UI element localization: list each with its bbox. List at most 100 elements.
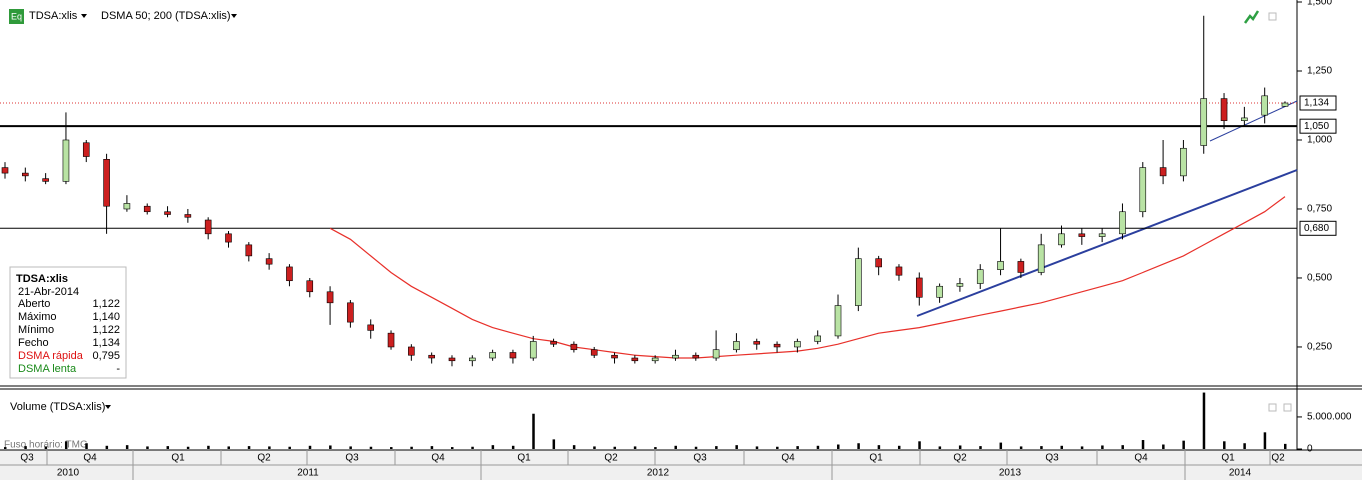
info-label: Mínimo — [18, 324, 54, 336]
volume-bar — [247, 446, 251, 449]
candle-body — [326, 291, 334, 304]
candle-body — [692, 354, 700, 359]
volume-bar — [654, 447, 657, 449]
candle-body — [1037, 244, 1045, 273]
candle-body — [753, 341, 761, 345]
candle-body — [428, 354, 435, 359]
candle-body — [1078, 233, 1086, 237]
volume-bar — [1223, 441, 1226, 449]
y-tick-label: 1,000 — [1307, 135, 1332, 146]
window-icon[interactable] — [1268, 12, 1277, 21]
year-label: 2012 — [647, 468, 670, 479]
year-label: 2014 — [1229, 468, 1252, 479]
volume-bar — [491, 445, 495, 449]
candle-body — [976, 269, 984, 284]
candle-body — [1098, 233, 1106, 237]
dropdown-arrow[interactable] — [105, 405, 111, 409]
candle-body — [611, 354, 618, 359]
volume-title[interactable]: Volume (TDSA:xlis) — [10, 401, 105, 413]
volume-bar — [349, 446, 352, 449]
volume-bar — [64, 441, 68, 449]
candle-body — [570, 343, 578, 351]
candle-body — [347, 302, 354, 323]
candle-body — [997, 261, 1004, 270]
candle-body — [529, 341, 537, 359]
candle-body — [956, 283, 964, 287]
info-label: Máximo — [18, 311, 57, 323]
x-tick-label: Q3 — [1045, 453, 1059, 464]
volume-bar — [268, 446, 271, 449]
info-title: TDSA:xlis — [16, 273, 68, 285]
volume-bar — [308, 445, 312, 449]
y-tick-label: 1,250 — [1307, 66, 1332, 77]
volume-bar — [125, 445, 129, 449]
volume-bar — [1182, 440, 1185, 449]
info-value: 1,122 — [92, 324, 120, 336]
candle-body — [1058, 233, 1065, 246]
candle-body — [550, 341, 557, 345]
volume-bar — [572, 445, 576, 449]
symbol-title[interactable]: TDSA:xlis — [29, 10, 78, 22]
candle-body — [814, 335, 821, 342]
window-icon[interactable] — [1283, 403, 1292, 412]
volume-bar — [796, 446, 799, 449]
year-label: 2013 — [999, 468, 1022, 479]
candle-body — [367, 324, 375, 331]
volume-bar — [288, 446, 291, 449]
volume-bar — [837, 444, 840, 449]
candle-body — [1139, 167, 1147, 213]
candle-body — [489, 352, 496, 359]
candle-body — [1200, 98, 1208, 146]
info-value: - — [116, 363, 120, 375]
info-box: TDSA:xlis 21-Abr-2014 Aberto 1,122 Máximo 1… — [9, 266, 127, 379]
volume-bar — [938, 446, 942, 449]
candle-body — [408, 346, 415, 356]
volume-bar — [1080, 446, 1084, 449]
candle-body — [306, 280, 314, 293]
eq-icon[interactable] — [9, 9, 24, 24]
window-icon[interactable] — [1268, 403, 1277, 412]
info-label: Fecho — [18, 337, 49, 349]
volume-bar — [471, 446, 474, 449]
candle-body — [1, 167, 9, 174]
dropdown-arrow[interactable] — [231, 14, 237, 18]
volume-bar — [694, 446, 698, 449]
year-label: 2011 — [297, 468, 319, 479]
volume-bar — [430, 446, 434, 449]
trend-icon[interactable] — [1243, 10, 1260, 24]
y-tick-label: 0,250 — [1307, 342, 1332, 353]
volume-bar — [593, 446, 596, 449]
candle-body — [62, 139, 70, 182]
candle-body — [672, 354, 679, 359]
candle-body — [590, 349, 598, 356]
volume-bar — [1284, 443, 1287, 449]
x-tick-label: Q4 — [781, 453, 795, 464]
volume-bar — [105, 445, 109, 449]
x-tick-label: Q3 — [693, 453, 707, 464]
candle-body — [265, 258, 273, 265]
volume-bar — [390, 447, 393, 449]
candle-body — [773, 343, 781, 348]
candle-body — [184, 214, 192, 218]
candle-body — [1241, 117, 1248, 121]
dropdown-arrow[interactable] — [81, 14, 87, 18]
price-tag-label: 1,050 — [1304, 121, 1329, 132]
x-tick-label: Q4 — [1134, 453, 1148, 464]
volume-bar — [857, 443, 860, 449]
candle-body — [1119, 211, 1126, 235]
volume-bar — [1141, 440, 1145, 449]
volume-bar — [369, 446, 373, 449]
candle-body — [1261, 95, 1268, 116]
price-tag — [1299, 95, 1337, 111]
timezone: Fuso horário: TMG — [4, 440, 88, 451]
volume-bar — [24, 446, 27, 449]
candle-body — [469, 357, 476, 362]
x-tick-label: Q3 — [345, 453, 359, 464]
candle-body — [509, 352, 517, 359]
info-value: 1,134 — [92, 337, 120, 349]
candle-body — [631, 357, 639, 362]
indicator-title[interactable]: DSMA 50; 200 (TDSA:xlis) — [101, 10, 231, 22]
y-tick-label: 0,500 — [1307, 273, 1332, 284]
candle-body — [42, 178, 49, 182]
